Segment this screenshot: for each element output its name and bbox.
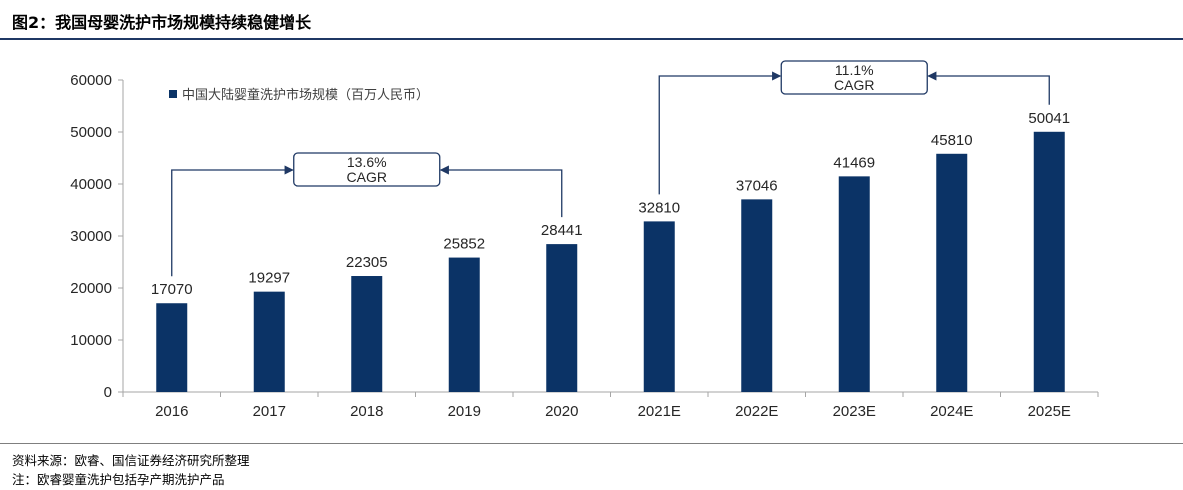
cagr-box xyxy=(780,60,928,95)
y-tick-label: 50000 xyxy=(70,124,112,141)
y-tick-label: 40000 xyxy=(70,176,112,193)
bar xyxy=(448,257,480,392)
data-label: 50041 xyxy=(1028,110,1070,127)
x-tick-label: 2017 xyxy=(253,403,286,420)
data-label: 25852 xyxy=(443,236,485,253)
cagr-arrow xyxy=(171,165,294,277)
cagr-arrow xyxy=(439,165,563,218)
bar xyxy=(643,221,675,392)
cagr-arrow xyxy=(927,71,1050,105)
bar xyxy=(156,303,188,392)
data-label: 19297 xyxy=(248,270,290,287)
cagr-box xyxy=(293,152,441,187)
bar xyxy=(936,153,968,392)
source-note: 资料来源：欧睿、国信证券经济研究所整理 xyxy=(12,453,250,468)
x-tick-label: 2019 xyxy=(448,403,481,420)
y-tick-label: 30000 xyxy=(70,228,112,245)
data-label: 32810 xyxy=(638,199,680,216)
cagr-arrow xyxy=(658,71,782,195)
y-tick-label: 20000 xyxy=(70,280,112,297)
legend-label: 中国大陆婴童洗护市场规模（百万人民币） xyxy=(182,87,429,103)
figure-title: 图2：我国母婴洗护市场规模持续稳健增长 xyxy=(12,13,312,32)
data-label: 45810 xyxy=(931,132,973,149)
x-tick-label: 2020 xyxy=(545,403,578,420)
x-tick-label: 2021E xyxy=(638,403,681,420)
y-tick-label: 0 xyxy=(104,384,112,401)
data-label: 37046 xyxy=(736,177,778,194)
x-tick-label: 2016 xyxy=(155,403,188,420)
legend-swatch xyxy=(169,90,177,98)
x-tick-label: 2018 xyxy=(350,403,383,420)
y-tick-label: 10000 xyxy=(70,332,112,349)
bar xyxy=(1033,131,1065,392)
data-label: 22305 xyxy=(346,254,388,271)
bar xyxy=(546,244,578,392)
footer-divider xyxy=(0,443,1183,444)
y-tick-label: 60000 xyxy=(70,72,112,89)
bar-chart: 0 10000 20000 30000 40000 50000 60000 17070 2016… xyxy=(70,60,1099,420)
x-tick-label: 2023E xyxy=(833,403,876,420)
x-tick-label: 2022E xyxy=(735,403,778,420)
bar xyxy=(253,291,285,392)
x-tick-label: 2024E xyxy=(930,403,973,420)
x-tick-label: 2025E xyxy=(1028,403,1071,420)
bar xyxy=(838,176,870,392)
bar xyxy=(741,199,773,392)
data-label: 17070 xyxy=(151,281,193,298)
data-label: 28441 xyxy=(541,222,583,239)
cagr-label: CAGR xyxy=(347,169,387,185)
data-label: 41469 xyxy=(833,154,875,171)
cagr-rate: 13.6% xyxy=(347,154,387,170)
cagr-rate: 11.1% xyxy=(835,62,874,78)
footnote: 注：欧睿婴童洗护包括孕产期洗护产品 xyxy=(12,472,225,487)
bar xyxy=(351,276,383,392)
cagr-label: CAGR xyxy=(834,77,874,93)
title-divider xyxy=(0,38,1183,40)
